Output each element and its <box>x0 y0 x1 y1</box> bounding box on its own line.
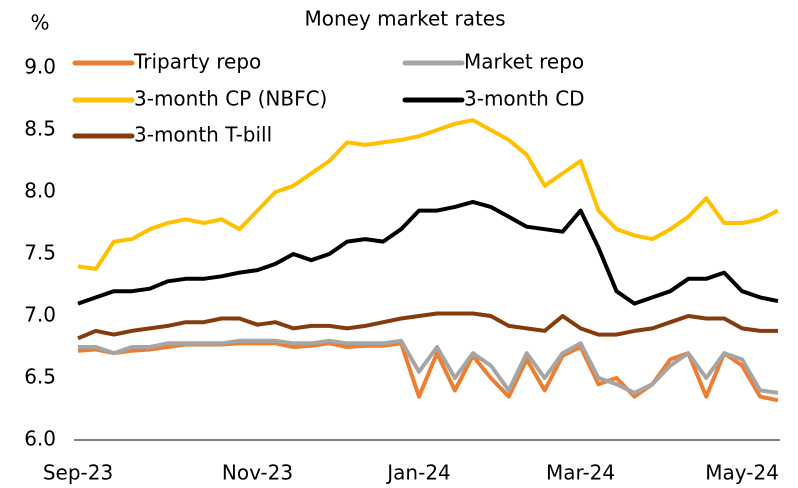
legend-label: Market repo <box>464 50 584 74</box>
y-tick-label: 8.5 <box>24 117 56 141</box>
x-tick-label: Nov-23 <box>222 461 293 485</box>
y-tick-label: 9.0 <box>24 55 56 79</box>
legend-label: 3-month CP (NBFC) <box>134 87 327 111</box>
legend-label: 3-month CD <box>464 87 585 111</box>
y-tick-label: 7.0 <box>24 303 56 327</box>
series-line <box>77 341 779 403</box>
x-tick-label: Jan-24 <box>385 461 451 485</box>
y-tick-label: 8.0 <box>24 179 56 203</box>
x-tick-label: Sep-23 <box>43 461 113 485</box>
series-line <box>77 199 779 306</box>
x-tick-label: May-24 <box>705 461 779 485</box>
series-line <box>77 118 779 271</box>
legend-label: Triparty repo <box>133 50 261 74</box>
y-tick-label: 7.5 <box>24 241 56 265</box>
x-tick-label: Mar-24 <box>546 461 615 485</box>
series-line <box>77 311 778 341</box>
chart-title: Money market rates <box>304 7 505 31</box>
legend-label: 3-month T-bill <box>134 123 272 147</box>
y-tick-label: 6.0 <box>24 427 56 451</box>
y-axis-label: % <box>30 11 49 35</box>
y-tick-label: 6.5 <box>24 365 56 389</box>
series-line <box>78 338 779 395</box>
